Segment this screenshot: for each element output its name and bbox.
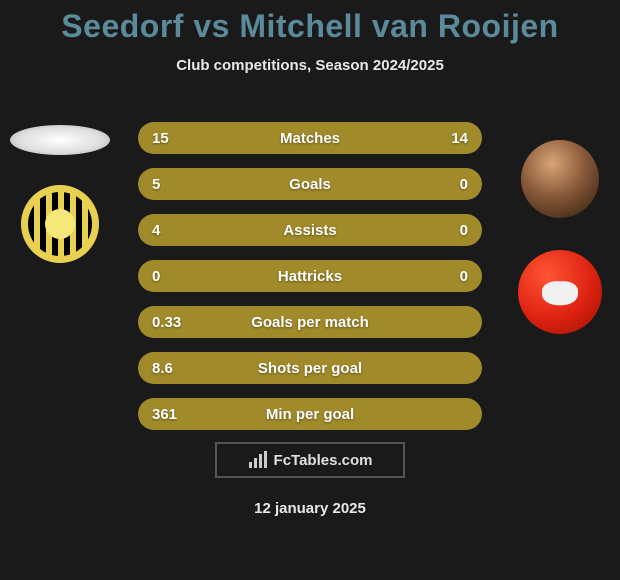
comparison-card: Seedorf vs Mitchell van Rooijen Club com… [0,0,620,580]
stat-value-left: 4 [152,222,192,239]
stat-label: Goals per match [192,314,428,331]
stat-value-right: 0 [428,222,468,239]
subtitle: Club competitions, Season 2024/2025 [0,57,620,74]
team-logo-right [518,250,602,334]
stat-value-right: 14 [428,130,468,147]
stat-value-right: 0 [428,176,468,193]
player-image-right [521,140,599,218]
title-player-right: Mitchell van Rooijen [239,8,558,44]
stat-row: 0.33Goals per match [138,306,482,338]
right-image-column [510,140,610,334]
team-logo-left [21,185,99,263]
stat-row: 0Hattricks0 [138,260,482,292]
branding-text: FcTables.com [274,452,373,469]
stat-label: Shots per goal [192,360,428,377]
stat-row: 15Matches14 [138,122,482,154]
stat-row: 5Goals0 [138,168,482,200]
stat-row: 4Assists0 [138,214,482,246]
stat-value-right: 0 [428,268,468,285]
stat-row: 8.6Shots per goal [138,352,482,384]
player-image-left [10,125,110,155]
chart-icon [248,451,268,469]
stat-value-left: 0.33 [152,314,192,331]
left-image-column [10,125,110,263]
stat-value-left: 361 [152,406,192,423]
footer-date: 12 january 2025 [0,500,620,517]
stats-table: 15Matches145Goals04Assists00Hattricks00.… [138,122,482,444]
page-title: Seedorf vs Mitchell van Rooijen [0,8,620,45]
title-player-left: Seedorf [61,8,184,44]
title-vs: vs [193,8,230,44]
stat-value-left: 8.6 [152,360,192,377]
stat-value-left: 15 [152,130,192,147]
stat-label: Min per goal [192,406,428,423]
stat-value-left: 5 [152,176,192,193]
stat-label: Matches [192,130,428,147]
stat-label: Goals [192,176,428,193]
stat-row: 361Min per goal [138,398,482,430]
stat-label: Assists [192,222,428,239]
branding-badge[interactable]: FcTables.com [215,442,405,478]
stat-value-left: 0 [152,268,192,285]
stat-label: Hattricks [192,268,428,285]
